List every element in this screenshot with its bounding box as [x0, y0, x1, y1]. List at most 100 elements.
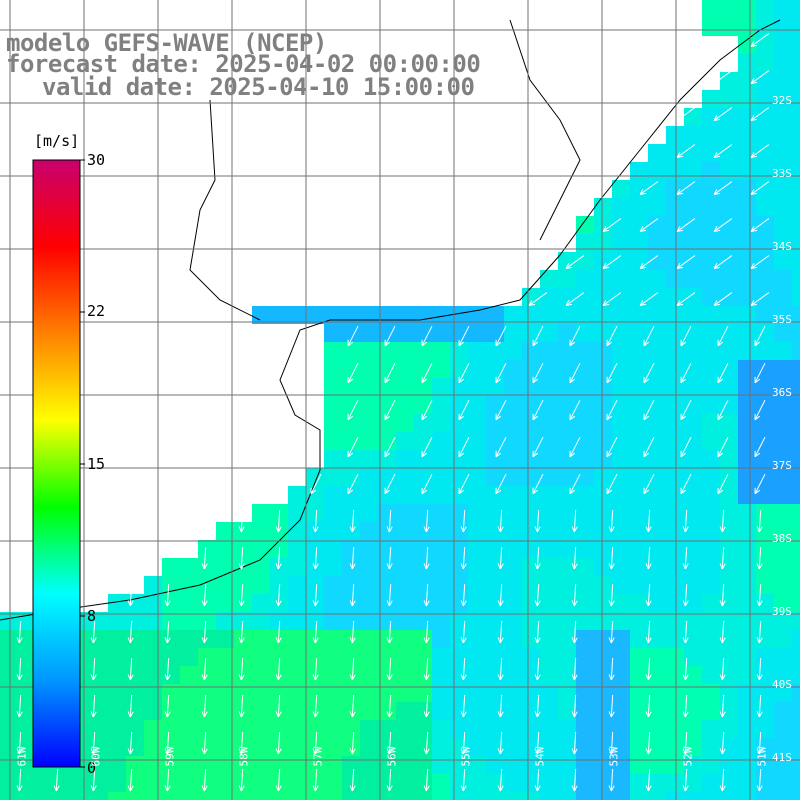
wind-arrow: [423, 620, 430, 644]
wind-arrow: [497, 657, 504, 681]
wind-arrow: [719, 657, 726, 681]
wind-arrow: [639, 292, 659, 306]
lat-label: 37S: [772, 459, 792, 472]
wind-arrow: [349, 731, 356, 755]
wind-arrow: [16, 768, 23, 792]
wind-arrow: [645, 731, 652, 755]
wind-arrow: [639, 255, 659, 269]
wind-arrow: [386, 546, 393, 570]
wind-arrow: [423, 546, 430, 570]
wind-arrow: [713, 181, 733, 195]
wind-arrow: [164, 583, 171, 607]
wind-arrow: [643, 399, 655, 421]
wind-arrow: [164, 768, 171, 792]
wind-arrow: [534, 657, 541, 681]
wind-arrow: [532, 473, 544, 495]
wind-arrow: [312, 620, 319, 644]
wind-arrow: [680, 399, 692, 421]
wind-arrow: [460, 731, 467, 755]
wind-arrow: [386, 657, 393, 681]
wind-arrow: [275, 694, 282, 718]
wind-arrow: [386, 694, 393, 718]
wind-arrow: [495, 436, 507, 458]
wind-arrow: [682, 620, 689, 644]
wind-arrow: [606, 399, 618, 421]
wind-arrow: [719, 694, 726, 718]
colorbar-tick-0: 0: [87, 759, 97, 777]
wind-arrow: [458, 362, 470, 384]
wind-arrow: [275, 620, 282, 644]
wind-arrow: [754, 399, 766, 421]
wind-arrow: [386, 731, 393, 755]
wind-arrow: [386, 768, 393, 792]
wind-arrow: [682, 509, 689, 533]
wind-arrow: [608, 546, 615, 570]
wind-arrow: [347, 473, 359, 495]
wind-arrow: [127, 731, 134, 755]
lon-label: 58W: [237, 746, 251, 767]
wind-arrow: [717, 399, 729, 421]
wind-arrow: [756, 657, 763, 681]
colorbar-unit: [m/s]: [34, 132, 80, 150]
wind-arrow: [238, 546, 245, 570]
wind-arrow: [423, 657, 430, 681]
wind-arrow: [16, 694, 23, 718]
wind-arrow: [534, 768, 541, 792]
wind-arrow: [497, 694, 504, 718]
wind-arrow: [497, 546, 504, 570]
wind-arrow: [458, 436, 470, 458]
wind-arrow: [602, 255, 622, 269]
wind-arrow: [460, 583, 467, 607]
wind-arrow: [676, 218, 696, 232]
wind-arrow: [458, 473, 470, 495]
wind-arrow: [238, 583, 245, 607]
wind-arrow: [750, 181, 770, 195]
wind-arrow: [571, 620, 578, 644]
wind-arrow: [719, 768, 726, 792]
wind-arrow: [349, 657, 356, 681]
wind-arrow: [602, 292, 622, 306]
wind-arrow: [384, 473, 396, 495]
wind-arrow: [717, 325, 729, 347]
lat-label: 38S: [772, 532, 792, 545]
wind-arrow: [421, 473, 433, 495]
wind-arrow: [754, 362, 766, 384]
wind-arrow: [310, 473, 322, 495]
wind-arrow: [238, 731, 245, 755]
wind-arrow: [719, 546, 726, 570]
wind-arrow: [569, 399, 581, 421]
wind-arrow: [750, 107, 770, 121]
wind-arrow: [495, 325, 507, 347]
wind-arrow: [682, 546, 689, 570]
wind-arrow: [201, 657, 208, 681]
wind-arrow: [643, 362, 655, 384]
wind-arrow: [16, 657, 23, 681]
colorbar-tick-30: 30: [87, 151, 106, 169]
lat-label: 35S: [772, 313, 792, 326]
wind-arrow: [756, 546, 763, 570]
wind-arrow: [460, 694, 467, 718]
wind-arrow: [347, 362, 359, 384]
wind-arrow: [676, 181, 696, 195]
wind-arrow: [645, 509, 652, 533]
wind-arrow: [421, 399, 433, 421]
wind-arrow: [676, 107, 696, 121]
wind-arrow: [164, 694, 171, 718]
wind-arrow: [201, 768, 208, 792]
wind-arrow: [680, 436, 692, 458]
wind-arrow: [164, 657, 171, 681]
lon-label: 54W: [533, 746, 547, 767]
wind-arrow: [238, 694, 245, 718]
wind-arrow: [347, 399, 359, 421]
wind-arrow: [497, 731, 504, 755]
wind-arrow: [569, 325, 581, 347]
wind-arrow: [421, 436, 433, 458]
wind-arrow: [606, 325, 618, 347]
lon-label: 61W: [15, 746, 29, 767]
colorbar-tick-15: 15: [87, 455, 106, 473]
wind-arrow: [460, 657, 467, 681]
wind-arrow: [127, 694, 134, 718]
lat-label: 41S: [772, 751, 792, 764]
wind-arrow: [90, 694, 97, 718]
wind-arrow: [275, 768, 282, 792]
